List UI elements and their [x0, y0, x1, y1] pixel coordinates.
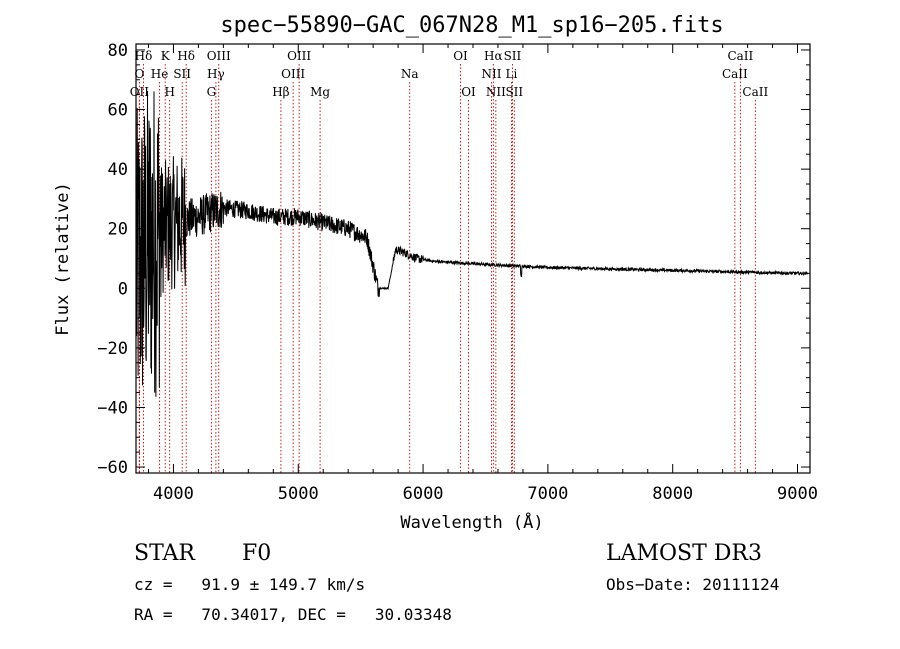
line-label: OI — [453, 49, 468, 63]
line-label: CaII — [742, 85, 768, 99]
line-label: SII — [505, 85, 523, 99]
line-label: Mg — [310, 85, 330, 99]
x-tick-label: 7000 — [527, 484, 568, 504]
x-tick-label: 4000 — [153, 484, 194, 504]
line-label: K — [161, 49, 171, 63]
line-label: OIII — [207, 49, 231, 63]
line-label: OII — [130, 85, 150, 99]
line-label: OIII — [281, 67, 305, 81]
spectrum-line — [135, 90, 808, 397]
plot-frame — [135, 43, 811, 474]
line-label: Hα — [484, 49, 503, 63]
x-tick-label: 6000 — [403, 484, 444, 504]
line-label: Li — [506, 67, 518, 81]
x-tick-label: 5000 — [278, 484, 319, 504]
line-label: NII — [481, 67, 501, 81]
y-axis: −60 −40 −20 0 20 40 60 80 — [97, 41, 810, 478]
object-subclass: F0 — [242, 541, 271, 566]
x-axis: 4000 5000 6000 7000 8000 9000 — [147, 44, 818, 504]
line-label: CaII — [727, 49, 753, 63]
line-label: Hβ — [272, 85, 289, 99]
y-tick-label: 20 — [108, 220, 128, 240]
object-class: STAR — [134, 541, 196, 566]
chart-title: spec−55890−GAC_067N28_M1_sp16−205.fits — [220, 13, 723, 38]
line-label: Hγ — [207, 67, 225, 81]
line-label: OI — [461, 85, 476, 99]
obs-date: Obs−Date: 20111124 — [606, 575, 779, 594]
y-tick-label: −60 — [97, 458, 128, 478]
line-label: OIII — [287, 49, 311, 63]
line-label: H — [164, 85, 174, 99]
line-label: G — [207, 85, 217, 99]
x-axis-label: Wavelength (Å) — [400, 511, 543, 533]
line-label: Na — [401, 67, 419, 81]
x-tick-label: 8000 — [652, 484, 693, 504]
y-tick-label: −20 — [97, 339, 128, 359]
coordinates: RA = 70.34017, DEC = 30.03348 — [134, 605, 452, 624]
y-tick-label: 60 — [108, 101, 128, 121]
survey-name: LAMOST DR3 — [606, 541, 762, 566]
y-tick-label: −40 — [97, 398, 128, 418]
line-label: Hδ — [177, 49, 195, 63]
y-tick-label: 0 — [118, 279, 128, 299]
redshift-readout: cz = 91.9 ± 149.7 km/s — [134, 575, 365, 594]
line-label: NII — [486, 85, 506, 99]
line-label: He — [151, 67, 169, 81]
line-label: SII — [504, 49, 522, 63]
line-label: SII — [173, 67, 191, 81]
line-label: CaII — [722, 67, 748, 81]
line-label: Hδ — [135, 49, 153, 63]
x-tick-label: 9000 — [777, 484, 818, 504]
line-label: O — [134, 67, 144, 81]
y-tick-label: 80 — [108, 41, 128, 61]
emission-line-markers — [138, 64, 756, 473]
y-axis-label: Flux (relative) — [53, 182, 73, 336]
y-tick-label: 40 — [108, 160, 128, 180]
